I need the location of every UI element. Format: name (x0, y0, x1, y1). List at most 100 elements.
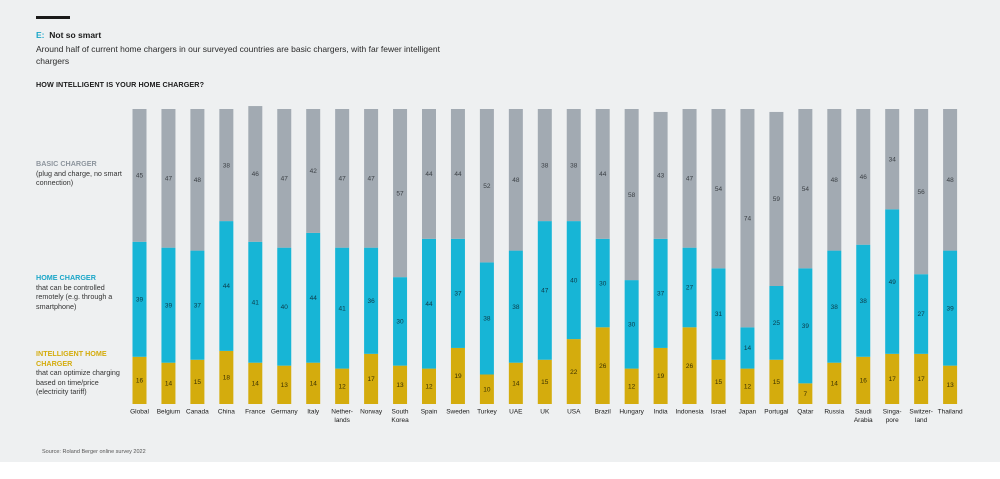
data-label-home: 31 (715, 311, 723, 318)
data-label-home: 44 (425, 301, 433, 308)
x-tick-label: Brazil (595, 409, 612, 416)
bar-segment-intelligent (422, 368, 436, 404)
data-label-basic: 34 (889, 156, 897, 163)
data-label-basic: 54 (715, 186, 723, 193)
bar-segment-basic (682, 109, 697, 248)
data-label-basic: 44 (599, 171, 607, 178)
bar-segment-intelligent (711, 359, 726, 404)
bar-segment-home (161, 247, 176, 363)
bar-segment-basic (943, 109, 958, 251)
data-label-home: 37 (657, 291, 665, 298)
x-tick-label: Thailand (938, 409, 963, 416)
bar-segment-home (769, 286, 784, 360)
legend-basic-desc: (plug and charge, no smart connection) (36, 168, 122, 188)
data-label-home: 39 (946, 305, 954, 312)
bar-segment-home (277, 247, 292, 366)
data-label-home: 30 (599, 280, 607, 287)
bar-segment-intelligent (740, 368, 755, 404)
bar-segment-basic (827, 109, 842, 251)
data-label-basic: 46 (252, 171, 260, 178)
figure-heading: E: Not so smart (36, 30, 101, 40)
data-label-basic: 42 (310, 168, 318, 175)
bar-segment-home (595, 238, 610, 328)
data-label-intelligent: 14 (252, 381, 260, 388)
x-tick-label: Japan (739, 409, 757, 416)
chart-question: HOW INTELLIGENT IS YOUR HOME CHARGER? (36, 80, 205, 89)
x-tick-label: Spain (421, 409, 438, 416)
bar-segment-home (190, 250, 205, 360)
data-label-basic: 46 (860, 174, 868, 181)
x-tick-label: France (245, 409, 266, 416)
data-label-intelligent: 13 (396, 382, 404, 389)
data-label-home: 39 (165, 302, 173, 309)
data-label-basic: 44 (454, 171, 462, 178)
stacked-bar-chart: 16 39 45 Global 14 39 47 Belgium 15 37 48 Canada 18 4… (130, 106, 963, 425)
data-label-intelligent: 7 (804, 391, 808, 398)
figure-subtitle: Around half of current home chargers in … (36, 44, 440, 66)
bar-segment-intelligent (885, 353, 900, 404)
bar-segment-intelligent (914, 353, 929, 404)
bar-segment-basic (740, 109, 755, 328)
legend-basic-charger: BASIC CHARGER (plug and charge, no smart… (36, 159, 131, 188)
data-label-basic: 48 (512, 177, 520, 184)
data-label-basic: 38 (570, 162, 578, 169)
bar-segment-basic (248, 106, 263, 242)
data-label-basic: 52 (483, 183, 491, 190)
data-label-intelligent: 12 (744, 384, 752, 391)
x-tick-label: South Korea (391, 409, 409, 425)
data-label-home: 30 (628, 322, 636, 329)
x-tick-label: USA (567, 409, 581, 416)
bar-segment-home (943, 250, 958, 366)
x-tick-label: Hungary (619, 409, 644, 416)
data-label-intelligent: 16 (860, 378, 868, 385)
x-tick-label: Switzer-land (909, 409, 932, 425)
data-label-basic: 38 (223, 162, 231, 169)
data-label-home: 41 (252, 299, 260, 306)
bar-segment-home (856, 244, 871, 357)
data-label-intelligent: 10 (483, 386, 491, 393)
x-tick-label: Italy (307, 409, 320, 416)
data-label-intelligent: 22 (570, 369, 578, 376)
data-label-home: 25 (773, 320, 781, 327)
data-label-basic: 48 (831, 177, 839, 184)
x-tick-label: Canada (186, 409, 209, 416)
bar-segment-home (566, 221, 581, 340)
data-label-home: 39 (802, 323, 810, 330)
bar-segment-intelligent (335, 368, 350, 404)
data-label-home: 40 (570, 277, 578, 284)
data-label-basic: 74 (744, 215, 752, 222)
data-label-home: 40 (281, 304, 289, 311)
data-label-intelligent: 17 (367, 376, 375, 383)
bar-segment-basic (885, 109, 900, 210)
data-label-intelligent: 15 (773, 379, 781, 386)
x-tick-label: Russia (824, 409, 844, 416)
data-label-intelligent: 17 (918, 376, 926, 383)
data-label-home: 41 (339, 305, 347, 312)
data-label-intelligent: 14 (310, 381, 318, 388)
data-label-basic: 59 (773, 196, 781, 203)
bar-segment-home (885, 209, 900, 354)
data-label-basic: 43 (657, 173, 665, 180)
x-tick-label: Indonesia (675, 409, 704, 416)
x-tick-label: Israel (711, 409, 727, 416)
data-label-home: 37 (454, 291, 462, 298)
data-label-intelligent: 13 (946, 382, 954, 389)
data-label-intelligent: 18 (223, 375, 231, 382)
legend-basic-title: BASIC CHARGER (36, 159, 97, 168)
data-label-basic: 44 (425, 171, 433, 178)
x-tick-label: UK (540, 409, 550, 416)
data-label-intelligent: 16 (136, 378, 144, 385)
bar-segment-intelligent (769, 359, 784, 404)
bar-segment-intelligent (190, 359, 205, 404)
bar-segment-home (914, 274, 929, 354)
x-tick-label: Germany (271, 409, 298, 416)
bar-segment-basic (190, 109, 205, 251)
bar-segment-home (450, 238, 465, 348)
bar-segment-home (508, 250, 523, 363)
data-label-basic: 58 (628, 192, 636, 199)
data-label-intelligent: 15 (541, 379, 549, 386)
bar-segment-basic (711, 109, 726, 269)
bar-segment-basic (566, 109, 581, 222)
bar-segment-basic (769, 111, 784, 286)
bar-segment-home (624, 280, 639, 369)
